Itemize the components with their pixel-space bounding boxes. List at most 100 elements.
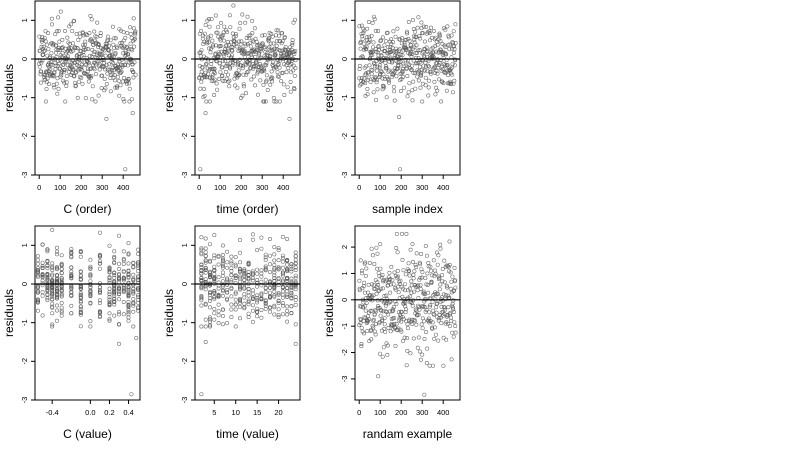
data-point xyxy=(102,76,107,81)
data-point xyxy=(373,332,378,337)
data-point xyxy=(438,242,443,247)
data-point xyxy=(120,79,125,84)
data-point xyxy=(208,298,213,303)
data-point xyxy=(452,265,457,270)
data-point xyxy=(35,290,40,295)
data-point xyxy=(106,37,111,42)
x-tick-label: -0.4 xyxy=(46,408,59,417)
data-point xyxy=(416,15,421,20)
data-point xyxy=(126,252,131,257)
data-point xyxy=(289,262,294,267)
data-point xyxy=(220,289,225,294)
data-point xyxy=(238,250,243,255)
data-point xyxy=(272,312,277,317)
y-tick-label: -2 xyxy=(180,133,189,140)
data-point xyxy=(272,303,277,308)
data-point xyxy=(208,324,213,329)
data-point xyxy=(396,326,401,331)
data-point xyxy=(362,290,367,295)
data-point xyxy=(421,63,426,68)
data-point xyxy=(433,92,438,97)
data-point xyxy=(442,280,447,285)
data-point xyxy=(202,93,207,98)
data-point xyxy=(88,67,93,72)
data-point xyxy=(50,227,55,232)
data-point xyxy=(443,297,448,302)
data-point xyxy=(423,244,428,249)
data-point xyxy=(240,66,245,71)
data-point xyxy=(250,269,255,274)
data-point xyxy=(422,392,427,397)
data-point xyxy=(54,273,59,278)
data-point xyxy=(267,305,272,310)
data-point xyxy=(293,267,298,272)
x-axis-label: time (order) xyxy=(216,202,278,216)
data-point xyxy=(432,336,437,341)
data-point xyxy=(258,44,263,49)
data-point xyxy=(232,42,237,47)
data-point xyxy=(112,299,117,304)
data-point xyxy=(263,268,268,273)
data-point xyxy=(55,47,60,52)
x-tick-label: 400 xyxy=(437,183,450,192)
data-point xyxy=(285,268,290,273)
data-point xyxy=(293,322,298,327)
data-point xyxy=(69,249,74,254)
data-point xyxy=(111,60,116,65)
data-point xyxy=(60,37,65,42)
data-point xyxy=(420,270,425,275)
data-point xyxy=(250,291,255,296)
data-point xyxy=(376,53,381,58)
data-point xyxy=(289,295,294,300)
data-point xyxy=(394,321,399,326)
data-point xyxy=(434,310,439,315)
data-point xyxy=(75,46,80,51)
data-point xyxy=(292,87,297,92)
data-point xyxy=(407,294,412,299)
data-point xyxy=(40,260,45,265)
data-point xyxy=(365,329,370,334)
data-point xyxy=(413,262,418,267)
data-point xyxy=(424,307,429,312)
data-point xyxy=(238,42,243,47)
data-point xyxy=(69,284,74,289)
data-point xyxy=(289,269,294,274)
data-point xyxy=(228,66,233,71)
data-point xyxy=(69,254,74,259)
data-point xyxy=(78,290,83,295)
data-point xyxy=(59,308,64,313)
x-tick-label: 100 xyxy=(374,408,387,417)
data-point xyxy=(383,309,388,314)
data-point xyxy=(384,95,389,100)
x-tick-label: 20 xyxy=(274,408,282,417)
data-point xyxy=(389,37,394,42)
data-point xyxy=(96,93,101,98)
data-point xyxy=(270,34,275,39)
data-point xyxy=(379,275,384,280)
points xyxy=(199,232,298,397)
data-point xyxy=(402,85,407,90)
data-point xyxy=(285,237,290,242)
data-point xyxy=(267,35,272,40)
data-point xyxy=(35,285,40,290)
data-point xyxy=(225,260,230,265)
data-point xyxy=(233,264,238,269)
y-axis-label: residuals xyxy=(2,64,16,112)
data-point xyxy=(293,58,298,63)
data-point xyxy=(199,286,204,291)
data-point xyxy=(427,29,432,34)
data-point xyxy=(270,60,275,65)
data-point xyxy=(388,329,393,334)
data-point xyxy=(99,52,104,57)
data-point xyxy=(110,71,115,76)
data-point xyxy=(436,62,441,67)
data-point xyxy=(276,248,281,253)
data-point xyxy=(433,35,438,40)
data-point xyxy=(284,70,289,75)
data-point xyxy=(380,272,385,277)
data-point xyxy=(278,48,283,53)
data-point xyxy=(106,62,111,67)
data-point xyxy=(199,28,204,33)
data-point xyxy=(404,363,409,368)
